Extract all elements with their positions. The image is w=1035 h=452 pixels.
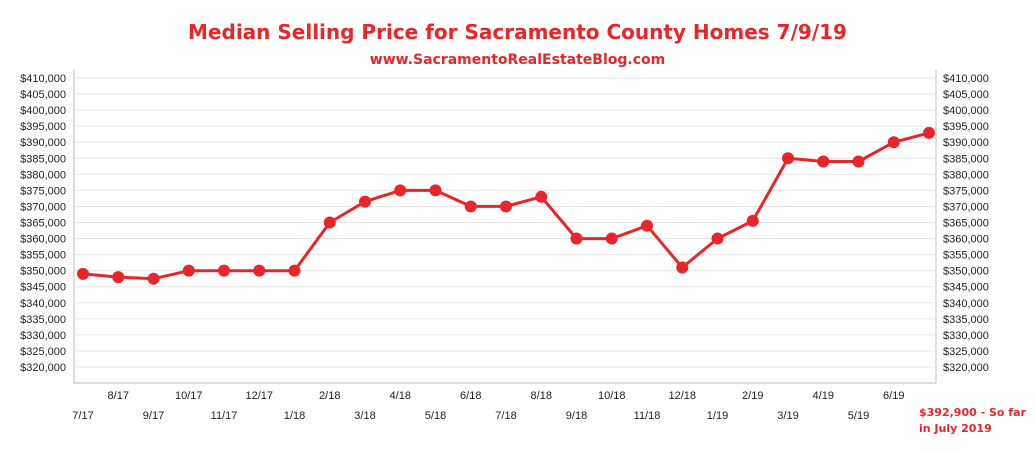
data-point [359, 195, 371, 208]
x-tick-label: 2/19 [742, 390, 763, 402]
y-tick-label-right: $405,000 [943, 89, 989, 101]
y-tick-label-right: $355,000 [943, 250, 989, 262]
y-tick-label-right: $375,000 [943, 185, 989, 197]
y-tick-label-left: $380,000 [20, 169, 66, 181]
x-tick-label: 11/17 [211, 410, 238, 422]
data-point [782, 152, 794, 165]
y-tick-label-right: $325,000 [943, 346, 989, 358]
data-point [887, 136, 900, 149]
data-point [500, 200, 512, 213]
x-tick-label: 5/19 [848, 410, 869, 422]
x-tick-label: 5/18 [425, 410, 446, 422]
y-tick-label-right: $370,000 [943, 201, 989, 213]
y-tick-label-left: $400,000 [20, 105, 66, 117]
x-tick-label: 4/19 [813, 390, 834, 402]
gridlines [73, 70, 937, 384]
y-tick-label-left: $320,000 [20, 362, 66, 374]
data-point [923, 126, 935, 139]
y-tick-label-right: $410,000 [943, 73, 989, 85]
y-tick-label-right: $335,000 [943, 314, 989, 326]
y-tick-label-left: $350,000 [20, 266, 66, 278]
annotation-line-1: $392,900 - So far [919, 406, 1026, 419]
x-tick-label: 1/18 [284, 410, 305, 422]
y-tick-label-right: $385,000 [943, 153, 989, 165]
chart-subtitle: www.SacramentoRealEstateBlog.com [369, 52, 666, 68]
data-point [746, 214, 759, 227]
y-tick-label-right: $345,000 [943, 282, 989, 294]
data-point [711, 232, 724, 245]
y-axis-right: $320,000 $325,000 $330,000 $335,000 $340,000… [943, 73, 989, 374]
y-tick-label-right: $365,000 [943, 218, 989, 230]
data-point [817, 155, 830, 168]
july-annotation: $392,900 - So far in July 2019 [919, 405, 1026, 437]
data-point [394, 184, 407, 197]
y-tick-label-left: $385,000 [20, 153, 66, 165]
data-point [77, 267, 89, 280]
data-point [253, 264, 266, 277]
y-tick-label-right: $330,000 [943, 330, 989, 342]
data-point [323, 216, 336, 229]
y-tick-label-right: $380,000 [943, 169, 989, 181]
data-point [147, 272, 160, 285]
y-tick-label-right: $350,000 [943, 266, 989, 278]
y-tick-label-left: $360,000 [20, 234, 66, 246]
y-tick-label-right: $320,000 [943, 362, 989, 374]
data-point [464, 200, 477, 213]
y-tick-label-left: $345,000 [20, 282, 66, 294]
x-tick-label: 12/18 [668, 390, 696, 402]
x-tick-label: 2/18 [319, 390, 340, 402]
data-point [288, 264, 301, 277]
data-point [112, 271, 125, 284]
x-tick-label: 3/18 [354, 410, 375, 422]
series-line [77, 126, 935, 285]
x-tick-label: 8/17 [108, 390, 129, 402]
y-tick-label-right: $395,000 [943, 121, 989, 133]
y-tick-label-left: $405,000 [20, 89, 66, 101]
data-point [852, 155, 865, 168]
data-point [182, 264, 195, 277]
x-tick-label: 8/18 [531, 390, 552, 402]
data-point [535, 190, 548, 203]
x-tick-label: 6/18 [460, 390, 481, 402]
x-tick-label: 9/18 [566, 410, 587, 422]
y-tick-label-left: $395,000 [20, 121, 66, 133]
data-point [676, 261, 689, 274]
x-tick-label: 10/18 [598, 390, 626, 402]
y-tick-label-left: $390,000 [20, 137, 66, 149]
x-tick-label: 12/17 [245, 390, 273, 402]
data-point [641, 219, 653, 232]
annotation-line-2: in July 2019 [919, 422, 992, 435]
x-tick-label: 9/17 [143, 410, 164, 422]
x-tick-label: 10/17 [175, 390, 203, 402]
y-tick-label-right: $390,000 [943, 137, 989, 149]
y-tick-label-left: $330,000 [20, 330, 66, 342]
y-tick-label-left: $325,000 [20, 346, 66, 358]
y-tick-label-left: $370,000 [20, 201, 66, 213]
data-point [218, 264, 230, 277]
x-tick-label: 11/18 [634, 410, 661, 422]
data-point [429, 184, 442, 197]
x-axis: 7/17 8/17 9/17 10/17 11/17 12/17 1/18 2/18 3/18 4… [72, 390, 904, 422]
x-tick-label: 7/18 [495, 410, 516, 422]
y-tick-label-left: $340,000 [20, 298, 66, 310]
x-tick-label: 4/18 [390, 390, 411, 402]
x-tick-label: 3/19 [777, 410, 798, 422]
x-tick-label: 1/19 [707, 410, 728, 422]
y-tick-label-left: $335,000 [20, 314, 66, 326]
y-axis-left: $320,000 $325,000 $330,000 $335,000 $340,000… [20, 73, 66, 374]
y-tick-label-left: $365,000 [20, 218, 66, 230]
data-point [570, 232, 583, 245]
y-tick-label-left: $410,000 [20, 73, 66, 85]
y-tick-label-right: $340,000 [943, 298, 989, 310]
x-tick-label: 7/17 [72, 410, 93, 422]
x-tick-label: 6/19 [883, 390, 904, 402]
y-tick-label-right: $360,000 [943, 234, 989, 246]
chart-title: Median Selling Price for Sacramento Coun… [188, 20, 847, 44]
y-tick-label-left: $375,000 [20, 185, 66, 197]
y-tick-label-right: $400,000 [943, 105, 989, 117]
data-point [605, 232, 618, 245]
y-tick-label-left: $355,000 [20, 250, 66, 262]
